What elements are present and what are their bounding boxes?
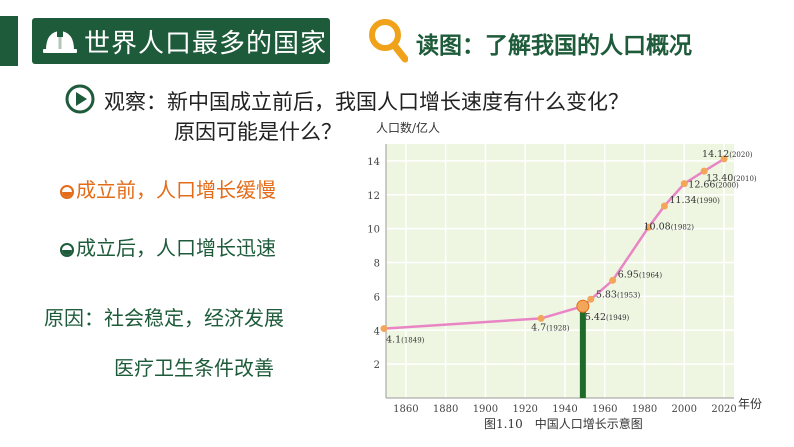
population-line [383, 157, 725, 330]
y-tick-label: 12 [367, 191, 380, 202]
x-tick-label: 1900 [473, 404, 498, 415]
x-tick-label: 1860 [393, 404, 418, 415]
play-icon [65, 84, 95, 114]
x-tick-label: 1960 [592, 404, 617, 415]
bullet-dot-icon [60, 242, 74, 257]
data-point [587, 295, 595, 303]
data-point [660, 202, 668, 210]
x-tick-label: 1980 [632, 404, 657, 415]
y-axis-label: 人口数/亿人 [376, 120, 440, 135]
magnifier-icon [369, 19, 408, 63]
data-label: 5.42(1949) [585, 312, 630, 323]
data-point [609, 276, 617, 284]
y-tick-label: 6 [374, 292, 380, 303]
title-banner: 世界人口最多的国家 [32, 18, 330, 64]
data-label: 5.83(1953) [596, 289, 641, 300]
population-chart: 人口数/亿人 2 4 6 8 10 12 14 1860 1880 1900 1920 1940 19… [367, 120, 762, 431]
y-tick-label: 8 [374, 259, 380, 270]
data-point [644, 223, 652, 231]
x-tick-label: 1880 [433, 404, 458, 415]
reason-line-1: 原因：社会稳定，经济发展 [44, 306, 284, 330]
reason-line-2: 医疗卫生条件改善 [114, 356, 274, 380]
x-tick-label: 2000 [672, 404, 697, 415]
data-label: 6.95(1964) [618, 269, 663, 280]
answer-before: 成立前，人口增长缓慢 [60, 174, 276, 203]
x-tick-label: 2020 [711, 404, 736, 415]
question-line-1: 观察：新中国成立前后，我国人口增长速度有什么变化？ [104, 90, 629, 114]
y-tick-label: 4 [374, 326, 380, 337]
data-label: 11.34(1990) [669, 195, 720, 206]
chart-caption: 图1.10 中国人口增长示意图 [484, 416, 643, 431]
data-point [380, 325, 388, 333]
answer-before-text: 成立前，人口增长缓慢 [76, 178, 276, 202]
left-accent-bar [0, 16, 18, 66]
x-tick-label: 1920 [512, 404, 537, 415]
y-tick-label: 2 [374, 360, 380, 371]
page-title: 世界人口最多的国家 [84, 28, 328, 59]
x-tick-label: 1940 [552, 404, 577, 415]
read-map-heading: 读图：了解我国的人口概况 [416, 33, 692, 59]
answer-after-text: 成立后，人口增长迅速 [76, 236, 276, 260]
grid [386, 144, 734, 398]
bullet-dot-icon [60, 184, 74, 199]
question-line-2: 原因可能是什么？ [174, 120, 342, 144]
data-point [537, 314, 545, 322]
y-tick-label: 10 [367, 225, 380, 236]
plot-background [386, 144, 734, 398]
data-point [576, 299, 590, 313]
data-point [700, 167, 708, 175]
data-label: 13.40(2010) [706, 173, 757, 184]
answer-after: 成立后，人口增长迅速 [60, 232, 276, 261]
data-label: 4.7(1928) [531, 322, 570, 333]
data-label: 12.66(2000) [688, 180, 739, 191]
helmet-icon [43, 29, 77, 53]
data-label: 10.08(1982) [643, 221, 694, 232]
x-axis-label: 年份 [738, 397, 762, 411]
data-point [680, 180, 688, 188]
data-label: 14.12(2020) [702, 149, 753, 160]
data-label: 4.1(1849) [386, 335, 425, 346]
data-point [720, 155, 728, 163]
y-tick-label: 14 [367, 157, 380, 168]
highlight-1949-bar [579, 306, 586, 398]
